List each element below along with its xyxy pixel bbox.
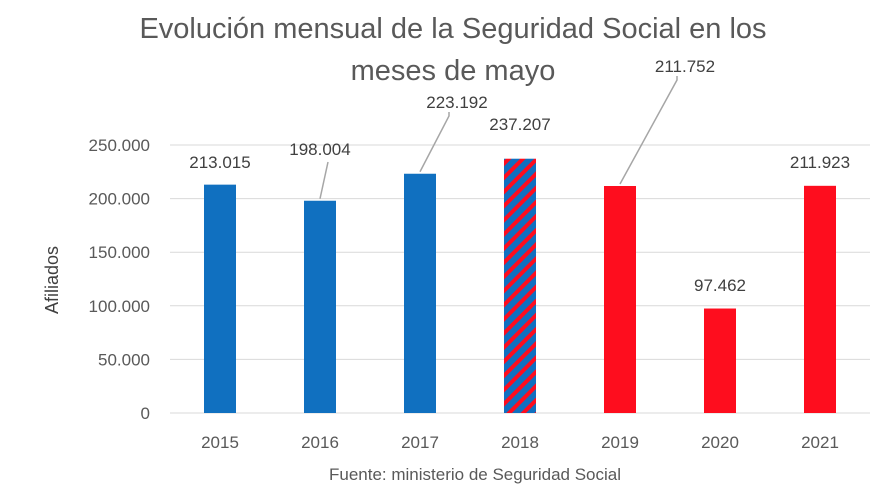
x-tick-label: 2015 [201,433,239,452]
chart-title-line-2: meses de mayo [351,55,556,87]
y-tick-label: 200.000 [89,190,150,209]
x-tick-label: 2016 [301,433,339,452]
bar-2017 [404,173,436,413]
bar-2015 [204,184,236,413]
x-tick-label: 2019 [601,433,639,452]
data-label-2019: 211.752 [655,57,715,76]
y-tick-label: 50.000 [98,350,150,369]
y-tick-label: 250.000 [89,136,150,155]
y-tick-label: 150.000 [89,243,150,262]
bar-2018 [504,158,536,413]
bar-2020 [704,308,736,413]
x-axis-ticks: 2015 2016 2017 2018 2019 2020 2021 [201,433,839,452]
data-label-2015: 213.015 [189,153,250,172]
data-label-2020: 97.462 [694,276,746,295]
x-tick-label: 2020 [701,433,739,452]
x-tick-label: 2017 [401,433,439,452]
label-leader-lines [319,76,678,199]
leader-line-2019 [619,76,678,185]
chart-title-line-1: Evolución mensual de la Seguridad Social… [139,13,766,45]
bar-2019 [604,186,636,413]
bar-2016 [304,200,336,413]
leader-line-2017 [419,112,450,173]
x-tick-label: 2021 [801,433,839,452]
source-note: Fuente: ministerio de Seguridad Social [329,465,621,484]
x-tick-label: 2018 [501,433,539,452]
data-label-2018: 237.207 [489,115,550,134]
y-axis-title: Afiliados [42,246,62,314]
y-axis-ticks: 0 50.000 100.000 150.000 200.000 250.000 [89,136,150,423]
y-tick-label: 100.000 [89,297,150,316]
leader-line-2016 [319,161,329,199]
y-tick-label: 0 [141,404,150,423]
bar-2021 [804,185,836,413]
data-label-2017: 223.192 [426,93,487,112]
data-label-2016: 198.004 [289,140,350,159]
data-label-2021: 211.923 [790,153,850,172]
bars [204,158,836,413]
